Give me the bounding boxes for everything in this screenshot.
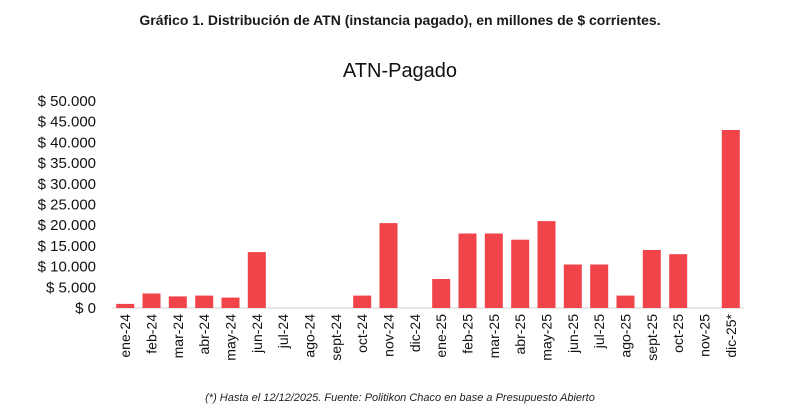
x-tick-label: ene-25: [433, 314, 449, 358]
y-tick-label: $ 15.000: [38, 238, 96, 255]
y-tick-label: $ 10.000: [38, 259, 96, 276]
bar: [116, 303, 135, 308]
y-tick-label: $ 50.000: [38, 93, 96, 110]
x-tick-label: abr-25: [512, 314, 528, 355]
x-tick-label: jun-24: [249, 314, 265, 354]
x-tick-label: jul-24: [275, 314, 291, 349]
bar: [721, 130, 740, 308]
y-axis-ticks: $ 0 $ 5.000 $ 10.000 $ 15.000 $ 20.000 $ 25.0…: [38, 93, 744, 317]
bar: [432, 279, 451, 308]
bar: [669, 254, 688, 308]
x-tick-label: ene-24: [117, 314, 133, 358]
y-tick-label: $ 35.000: [38, 155, 96, 172]
x-tick-label: feb-25: [460, 314, 476, 354]
x-tick-label: sept-24: [328, 314, 344, 361]
chart-title: ATN-Pagado: [343, 60, 457, 82]
figure-caption: Gráfico 1. Distribución de ATN (instanci…: [139, 12, 661, 28]
x-tick-label: feb-24: [144, 314, 160, 354]
bar: [353, 295, 372, 308]
x-tick-label: jun-25: [565, 314, 581, 354]
bar: [484, 233, 503, 308]
bar: [247, 252, 266, 308]
bar: [642, 250, 661, 308]
x-tick-label: oct-25: [670, 314, 686, 353]
bar: [511, 239, 530, 308]
x-tick-label: may-24: [223, 314, 239, 361]
x-tick-label: dic-24: [407, 314, 423, 352]
y-tick-label: $ 0: [75, 300, 96, 317]
bar: [563, 264, 582, 308]
x-tick-label: may-25: [539, 314, 555, 361]
x-tick-label: dic-25*: [723, 313, 739, 357]
bar: [168, 296, 187, 308]
x-tick-label: ago-24: [302, 314, 318, 358]
y-tick-label: $ 30.000: [38, 176, 96, 193]
y-tick-label: $ 5.000: [46, 279, 96, 296]
footnote: (*) Hasta el 12/12/2025. Fuente: Politik…: [205, 392, 595, 404]
x-tick-label: mar-25: [486, 314, 502, 359]
x-tick-label: sept-25: [644, 314, 660, 361]
y-tick-label: $ 20.000: [38, 217, 96, 234]
y-tick-label: $ 45.000: [38, 114, 96, 131]
bar: [616, 295, 635, 308]
x-tick-label: oct-24: [354, 314, 370, 353]
x-tick-label: nov-24: [381, 314, 397, 357]
bar: [221, 297, 240, 308]
x-tick-label: jul-25: [591, 314, 607, 349]
bar: [458, 233, 477, 308]
bar: [537, 221, 556, 308]
x-tick-label: ago-25: [618, 314, 634, 358]
x-tick-label: nov-25: [697, 314, 713, 357]
x-tick-label: mar-24: [170, 314, 186, 359]
bar: [142, 293, 161, 308]
bar-series: [116, 130, 740, 308]
bar: [590, 264, 609, 308]
bar: [195, 295, 214, 308]
y-tick-label: $ 40.000: [38, 134, 96, 151]
bar: [379, 223, 398, 308]
x-axis-ticks: ene-24 feb-24 mar-24 abr-24 may-24 jun-24 jul-…: [117, 313, 739, 360]
y-tick-label: $ 25.000: [38, 197, 96, 214]
x-tick-label: abr-24: [196, 314, 212, 355]
